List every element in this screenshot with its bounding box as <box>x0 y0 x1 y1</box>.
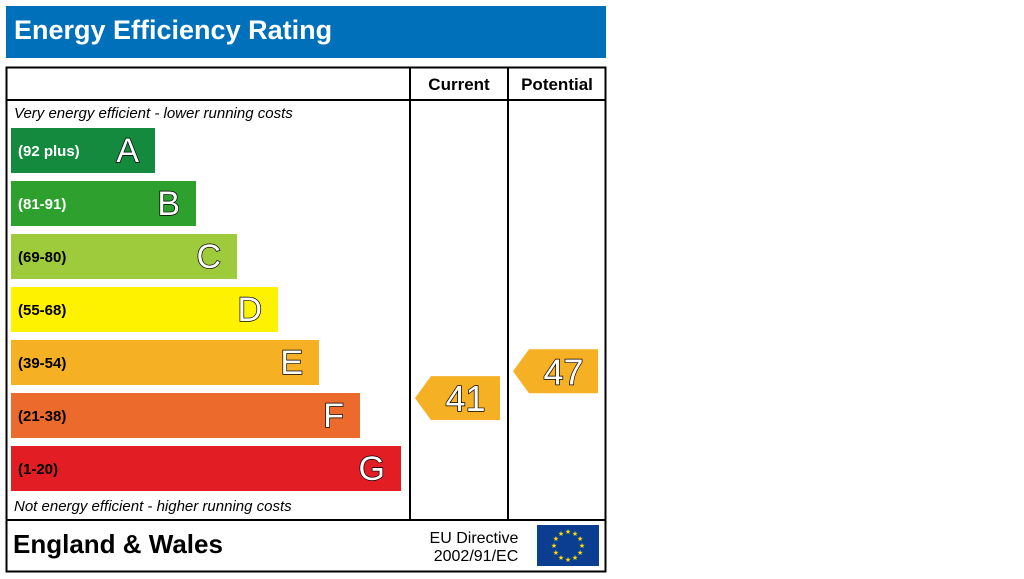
svg-text:★: ★ <box>572 530 578 538</box>
directive-line-1: EU Directive <box>430 530 519 547</box>
band-range-label: (1-20) <box>18 461 58 478</box>
band-a: (92 plus) A <box>11 128 155 173</box>
band-bar <box>11 393 360 438</box>
title-bar: Energy Efficiency Rating <box>6 6 606 58</box>
band-letter: F <box>323 397 344 435</box>
band-bar <box>11 234 237 279</box>
band-range-label: (69-80) <box>18 249 66 266</box>
band-bar <box>11 340 319 385</box>
band-range-label: (39-54) <box>18 355 66 372</box>
band-range-label: (21-38) <box>18 408 66 425</box>
svg-text:★: ★ <box>565 556 571 564</box>
current-rating-marker: 41 <box>415 376 500 421</box>
potential-rating-marker: 47 <box>513 349 598 394</box>
directive-line-2: 2002/91/EC <box>434 548 519 565</box>
svg-text:★: ★ <box>577 535 583 543</box>
eu-flag-icon: ★ ★★★★★★★★★★★ <box>537 525 599 566</box>
band-c: (69-80) C <box>11 234 237 279</box>
band-bar <box>11 181 196 226</box>
band-f: (21-38) F <box>11 393 360 438</box>
band-letter: B <box>157 185 180 223</box>
current-marker-value: 41 <box>445 378 485 419</box>
svg-text:★: ★ <box>558 554 564 562</box>
band-letter: D <box>237 291 262 329</box>
band-range-label: (81-91) <box>18 196 66 213</box>
current-marker-arrow <box>415 376 500 421</box>
band-bar <box>11 287 278 332</box>
band-b: (81-91) B <box>11 181 196 226</box>
band-range-label: (92 plus) <box>18 143 80 160</box>
svg-text:★: ★ <box>553 549 559 557</box>
svg-text:★: ★ <box>572 554 578 562</box>
band-bar <box>11 128 155 173</box>
svg-text:★: ★ <box>558 530 564 538</box>
svg-text:★: ★ <box>551 542 557 550</box>
band-range-label: (55-68) <box>18 302 66 319</box>
region-label: England & Wales <box>13 529 223 559</box>
band-g: (1-20) G <box>11 446 401 491</box>
band-letter: C <box>196 238 221 276</box>
top-note: Very energy efficient - lower running co… <box>14 105 293 122</box>
band-letter: A <box>116 132 139 170</box>
current-column-header: Current <box>428 75 490 94</box>
band-bar <box>11 446 401 491</box>
band-letter: G <box>359 450 385 488</box>
svg-text:★: ★ <box>577 549 583 557</box>
rating-bands: (92 plus) A (81-91) B (69-80) C (55-68) D (39-54… <box>11 128 401 491</box>
rating-markers: 41 47 <box>415 349 598 421</box>
page-title: Energy Efficiency Rating <box>14 15 333 45</box>
svg-text:★: ★ <box>565 528 571 536</box>
band-e: (39-54) E <box>11 340 319 385</box>
potential-column-header: Potential <box>521 75 593 94</box>
svg-text:★: ★ <box>579 542 585 550</box>
band-d: (55-68) D <box>11 287 278 332</box>
svg-text:★: ★ <box>553 535 559 543</box>
band-letter: E <box>280 344 303 382</box>
bottom-note: Not energy efficient - higher running co… <box>14 498 292 515</box>
chart-frame <box>5 66 607 573</box>
potential-marker-arrow <box>513 349 598 394</box>
potential-marker-value: 47 <box>543 351 583 392</box>
